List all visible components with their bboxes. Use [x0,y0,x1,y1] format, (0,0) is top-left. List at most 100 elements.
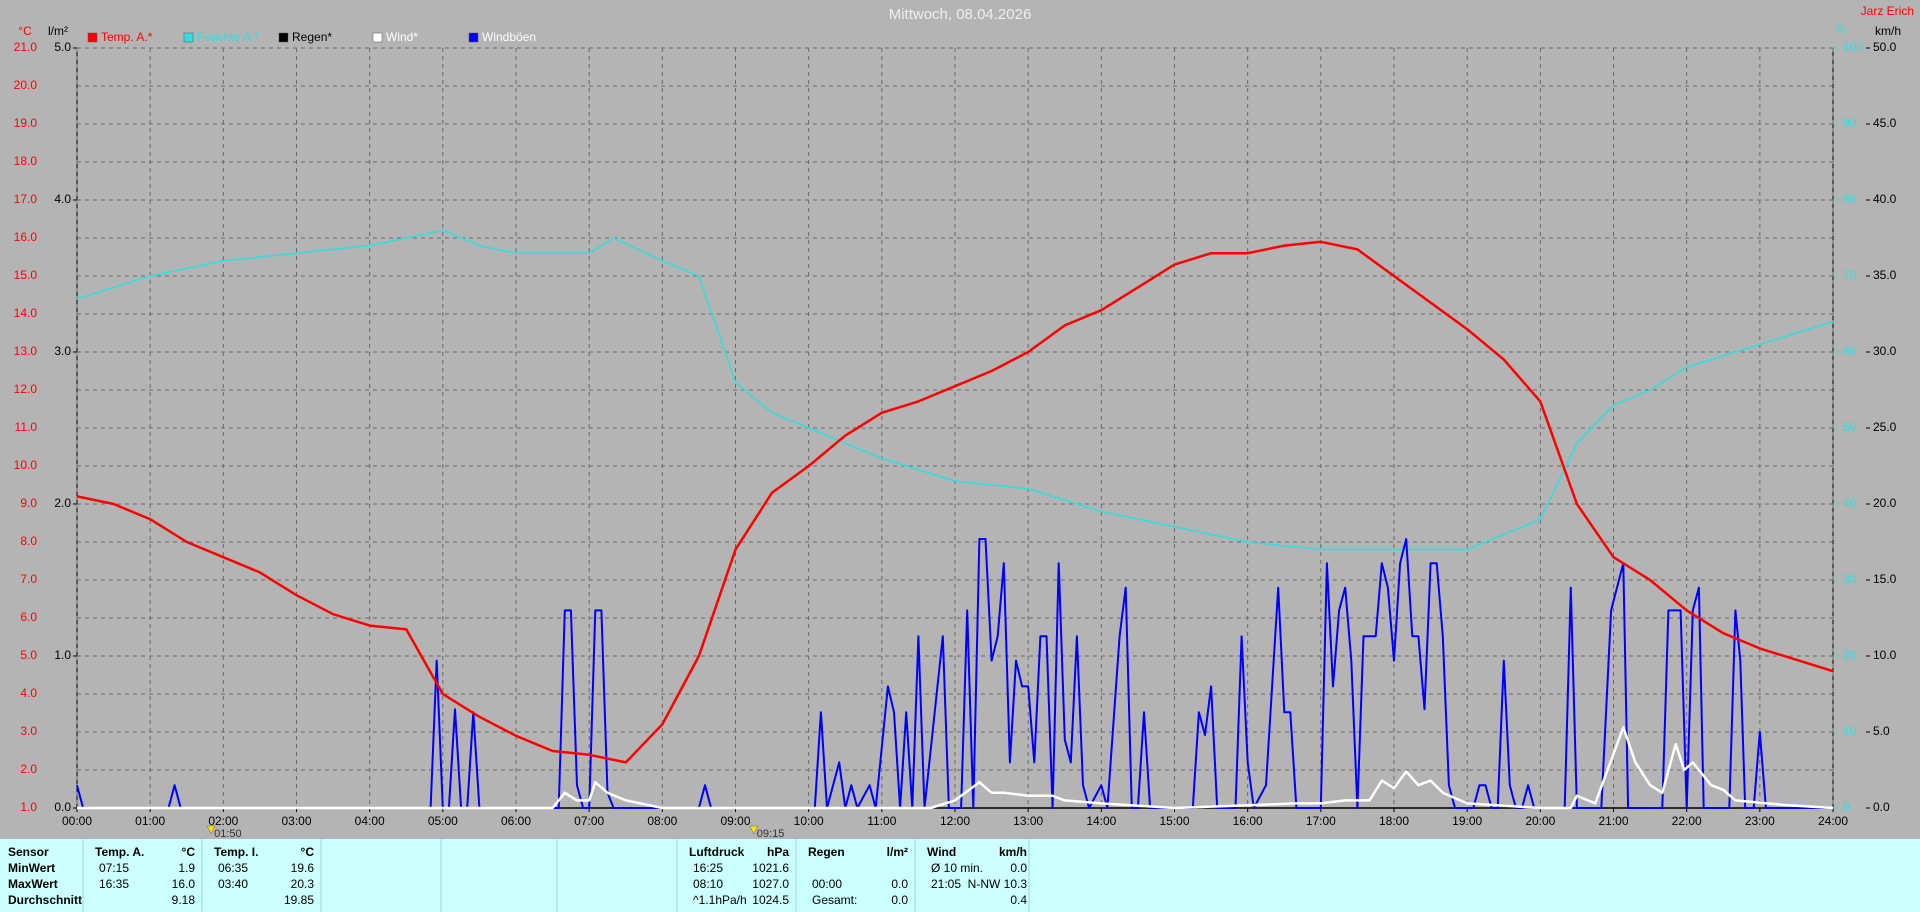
block-title: Wind [927,845,956,859]
wind-tick-label: 40.0 [1873,192,1897,206]
wind-tick-label: 10.0 [1873,648,1897,662]
cell-time: 03:40 [218,877,248,891]
cell-time: ^1.1hPa/h [693,893,747,907]
y-tick-label: 17.0 [14,192,38,206]
cell-value: 0.0 [1010,861,1027,875]
humidity-tick-label: 60 [1843,344,1857,358]
cell-value: 19.6 [291,861,315,875]
block-title: Temp. A. [95,845,144,859]
x-tick-label: 07:00 [574,814,604,828]
wind-tick-label: 35.0 [1873,268,1897,282]
block-title: Regen [808,845,845,859]
wind-tick-label: 30.0 [1873,344,1897,358]
wind-tick-label: 0.0 [1873,800,1890,814]
y-tick-label: 4.0 [20,686,37,700]
cell-value: 1.9 [178,861,195,875]
row-label: MinWert [8,861,55,875]
rain-tick-label: 0.0 [54,800,71,814]
x-tick-label: 17:00 [1306,814,1336,828]
cell-value: 16.0 [172,877,196,891]
humidity-tick-label: 50 [1843,420,1857,434]
legend-label: Feuchte A.* [197,30,259,44]
x-tick-label: 06:00 [501,814,531,828]
y-tick-label: 15.0 [14,268,38,282]
y-tick-label: 7.0 [20,572,37,586]
humidity-tick-label: 100 [1843,40,1863,54]
cell-value: 0.4 [1010,893,1027,907]
humidity-unit: % [1835,22,1846,36]
y-tick-label: 3.0 [20,724,37,738]
annotation-marker [206,825,216,835]
humidity-tick-label: 40 [1843,496,1857,510]
series-line [76,240,1834,764]
wind-tick-label: 50.0 [1873,40,1897,54]
cell-time: Ø 10 min. [931,861,983,875]
legend-swatch [468,32,479,43]
station-name: Jarz Erich [1861,4,1914,18]
cell-value: 1024.5 [752,893,789,907]
cell-value: 0.0 [891,877,908,891]
rain-unit: l/m² [48,24,68,38]
x-tick-label: 21:00 [1598,814,1628,828]
cell-value: N-NW 10.3 [968,877,1028,891]
block-unit: °C [182,845,196,859]
humidity-tick-label: 10 [1843,724,1857,738]
y-tick-label: 16.0 [14,230,38,244]
y-tick-label: 11.0 [15,420,38,434]
block-unit: l/m² [887,845,908,859]
rain-tick-label: 5.0 [54,40,71,54]
x-tick-label: 15:00 [1159,814,1189,828]
cell-value: 1021.6 [752,861,789,875]
legend-label: Temp. A.* [101,30,153,44]
legend-swatch [278,32,289,43]
x-tick-label: 24:00 [1818,814,1848,828]
y-tick-label: 14.0 [14,306,38,320]
x-tick-label: 23:00 [1745,814,1775,828]
x-tick-label: 09:00 [720,814,750,828]
block-unit: hPa [767,845,789,859]
block-unit: km/h [999,845,1027,859]
cell-time: Gesamt: [812,893,857,907]
wind-tick-label: 15.0 [1873,572,1897,586]
rain-tick-label: 3.0 [54,344,71,358]
humidity-tick-label: 30 [1843,572,1857,586]
y-tick-label: 9.0 [20,496,37,510]
row-label: MaxWert [8,877,58,891]
block-title: Luftdruck [689,845,745,859]
row-label: Sensor [8,845,49,859]
x-tick-label: 08:00 [647,814,677,828]
rain-tick-label: 2.0 [54,496,71,510]
rain-tick-label: 4.0 [54,192,71,206]
series-line [76,229,1834,551]
temp-unit: °C [18,24,32,38]
block-unit: °C [301,845,315,859]
legend-swatch [183,32,194,43]
cell-time: 21:05 [931,877,961,891]
annotation-marker [749,825,759,835]
y-tick-label: 18.0 [14,154,38,168]
humidity-tick-label: 20 [1843,648,1857,662]
cell-time: 07:15 [99,861,129,875]
cell-time: 06:35 [218,861,248,875]
humidity-tick-label: 90 [1843,116,1857,130]
legend-label: Wind* [386,30,418,44]
x-tick-label: 18:00 [1379,814,1409,828]
wind-tick-label: 45.0 [1873,116,1897,130]
legend-label: Windböen [482,30,536,44]
humidity-tick-label: 0 [1843,800,1850,814]
cell-time: 16:35 [99,877,129,891]
wind-tick-label: 20.0 [1873,496,1897,510]
wind-tick-label: 25.0 [1873,420,1897,434]
humidity-tick-label: 70 [1843,268,1857,282]
cell-value: 1027.0 [752,877,789,891]
cell-value: 20.3 [291,877,315,891]
x-tick-label: 20:00 [1525,814,1555,828]
cell-value: 9.18 [172,893,196,907]
cell-time: 08:10 [693,877,723,891]
wind-unit: km/h [1875,24,1901,38]
stats-background [0,839,1920,912]
annotation-label: 09:15 [757,828,785,840]
legend-label: Regen* [292,30,332,44]
cell-time: 16:25 [693,861,723,875]
y-tick-label: 21.0 [14,40,38,54]
